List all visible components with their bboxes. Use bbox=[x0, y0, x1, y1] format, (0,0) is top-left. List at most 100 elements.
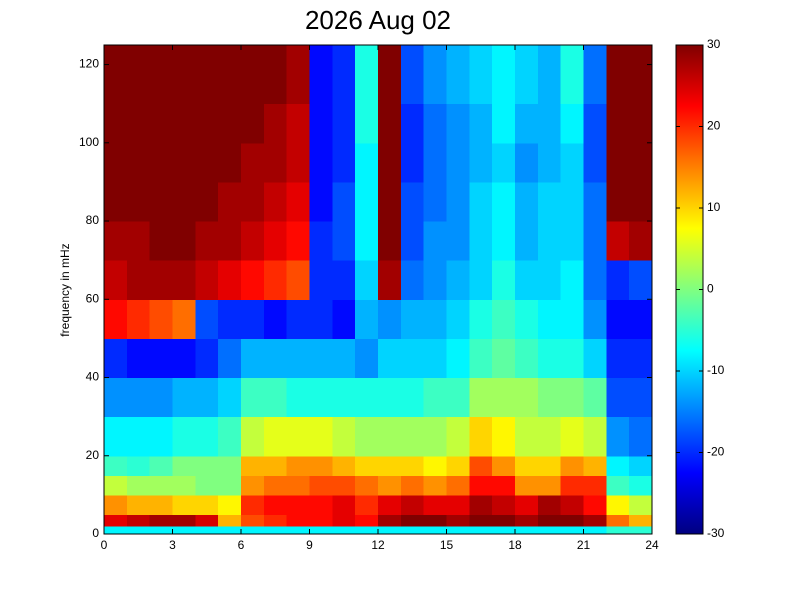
heatmap-cell bbox=[332, 299, 356, 339]
heatmap-cell bbox=[423, 377, 447, 418]
heatmap-cell bbox=[492, 299, 516, 339]
heatmap-cell bbox=[537, 260, 562, 300]
heatmap-cell bbox=[469, 260, 493, 300]
heatmap-cell bbox=[104, 142, 128, 183]
heatmap-cell bbox=[286, 45, 310, 105]
y-tick-label: 20 bbox=[86, 448, 100, 462]
heatmap-cell bbox=[378, 45, 402, 105]
heatmap-cell bbox=[241, 260, 265, 300]
heatmap-cell bbox=[126, 416, 151, 457]
heatmap-cell bbox=[195, 221, 219, 261]
heatmap-cell bbox=[378, 377, 402, 418]
heatmap-cell bbox=[400, 514, 425, 527]
heatmap-cell bbox=[172, 181, 196, 222]
heatmap-cell bbox=[241, 494, 265, 515]
heatmap-cell bbox=[629, 142, 653, 183]
heatmap-cell bbox=[195, 416, 219, 457]
heatmap-cell bbox=[606, 494, 630, 515]
heatmap-cell bbox=[149, 103, 173, 144]
heatmap-cell bbox=[469, 526, 493, 535]
heatmap-cell bbox=[332, 338, 356, 379]
heatmap-cell bbox=[149, 514, 173, 527]
heatmap-cell bbox=[195, 475, 219, 496]
x-tick-label: 21 bbox=[577, 538, 591, 552]
heatmap-cell bbox=[400, 299, 425, 339]
heatmap-cell bbox=[378, 494, 402, 515]
heatmap-cell bbox=[309, 338, 333, 379]
heatmap-cell bbox=[172, 260, 196, 300]
heatmap-cell bbox=[355, 514, 379, 527]
heatmap-cell bbox=[423, 494, 447, 515]
heatmap-cell bbox=[423, 181, 447, 222]
heatmap-cell bbox=[423, 142, 447, 183]
heatmap-cell bbox=[263, 45, 288, 105]
heatmap-cell bbox=[149, 455, 173, 476]
heatmap-cell bbox=[104, 416, 128, 457]
heatmap-cell bbox=[286, 142, 310, 183]
heatmap-cell bbox=[606, 181, 630, 222]
heatmap-cell bbox=[218, 377, 242, 418]
heatmap-cell bbox=[332, 416, 356, 457]
heatmap-cell bbox=[492, 103, 516, 144]
heatmap-cell bbox=[218, 45, 242, 105]
heatmap-cell bbox=[172, 221, 196, 261]
heatmap-cell bbox=[515, 377, 539, 418]
x-tick-label: 18 bbox=[508, 538, 522, 552]
heatmap-cell bbox=[560, 416, 584, 457]
heatmap-cell bbox=[195, 260, 219, 300]
heatmap-cell bbox=[492, 455, 516, 476]
y-axis-label: frequency in mHz bbox=[58, 243, 72, 336]
heatmap-cell bbox=[241, 526, 265, 535]
heatmap-cell bbox=[286, 455, 310, 476]
heatmap-cell bbox=[378, 514, 402, 527]
heatmap-cell bbox=[172, 45, 196, 105]
x-tick-label: 9 bbox=[306, 538, 313, 552]
heatmap-cell bbox=[446, 142, 470, 183]
heatmap-cell bbox=[149, 142, 173, 183]
heatmap-cell bbox=[583, 377, 607, 418]
heatmap-cell bbox=[537, 338, 562, 379]
heatmap-cell bbox=[469, 103, 493, 144]
heatmap-cell bbox=[492, 514, 516, 527]
heatmap-cell bbox=[149, 526, 173, 535]
heatmap-cell bbox=[218, 494, 242, 515]
heatmap-cell bbox=[469, 338, 493, 379]
heatmap-cell bbox=[606, 526, 630, 535]
heatmap-cell bbox=[241, 514, 265, 527]
heatmap-cell bbox=[195, 455, 219, 476]
heatmap-cell bbox=[583, 514, 607, 527]
heatmap-cell bbox=[286, 103, 310, 144]
heatmap-cell bbox=[400, 181, 425, 222]
heatmap-cell bbox=[172, 416, 196, 457]
heatmap-cell bbox=[606, 103, 630, 144]
heatmap-cell bbox=[469, 377, 493, 418]
heatmap-cell bbox=[126, 181, 151, 222]
heatmap-cell bbox=[423, 475, 447, 496]
heatmap-cell bbox=[241, 103, 265, 144]
heatmap-cell bbox=[104, 475, 128, 496]
heatmap-cell bbox=[423, 338, 447, 379]
heatmap-cell bbox=[332, 260, 356, 300]
heatmap-cell bbox=[560, 142, 584, 183]
heatmap-cell bbox=[104, 260, 128, 300]
heatmap-cell bbox=[126, 455, 151, 476]
heatmap-cell bbox=[583, 526, 607, 535]
heatmap-cell bbox=[606, 299, 630, 339]
heatmap-cell bbox=[309, 221, 333, 261]
colorbar-tick-label: 0 bbox=[707, 282, 714, 296]
x-tick-label: 15 bbox=[440, 538, 454, 552]
heatmap-cell bbox=[537, 299, 562, 339]
heatmap-cell bbox=[309, 299, 333, 339]
y-tick-label: 100 bbox=[79, 135, 99, 149]
heatmap-cell bbox=[378, 103, 402, 144]
heatmap-cell bbox=[492, 416, 516, 457]
heatmap-cell bbox=[537, 45, 562, 105]
heatmap-cell bbox=[263, 494, 288, 515]
y-tick-label: 120 bbox=[79, 57, 99, 71]
heatmap-cell bbox=[378, 526, 402, 535]
heatmap-cell bbox=[446, 416, 470, 457]
heatmap-cell bbox=[492, 494, 516, 515]
heatmap-cell bbox=[423, 299, 447, 339]
heatmap-cell bbox=[492, 338, 516, 379]
x-tick-label: 3 bbox=[169, 538, 176, 552]
